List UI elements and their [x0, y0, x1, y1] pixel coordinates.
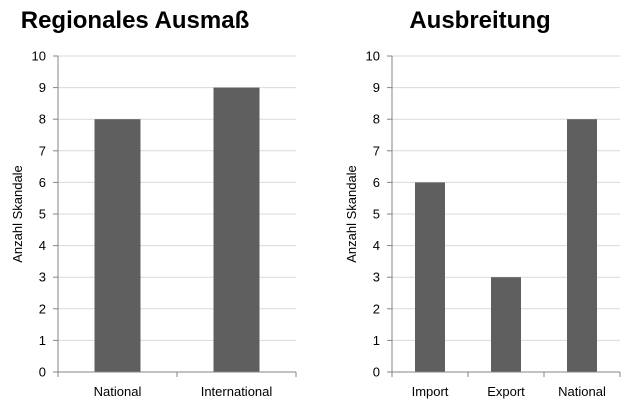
y-tick-label: 0: [373, 365, 380, 380]
gridlines: [58, 55, 296, 341]
y-tick-label: 0: [39, 365, 46, 380]
x-tick-label: Export: [487, 384, 525, 399]
y-tick-label: 3: [373, 270, 380, 285]
chart-regionales-ausmass: Regionales Ausmaß Anzahl Skandale 0 1 2 3 4 5…: [10, 7, 297, 399]
y-tick-label: 8: [39, 112, 46, 127]
x-tick-label: International: [201, 384, 273, 399]
y-tick-label: 4: [39, 238, 46, 253]
chart-title: Regionales Ausmaß: [21, 7, 250, 34]
y-tick-label: 8: [373, 112, 380, 127]
y-tick-label: 7: [39, 143, 46, 158]
chart-title: Ausbreitung: [409, 7, 550, 34]
y-tick-label: 2: [373, 301, 380, 316]
bars: [415, 119, 597, 372]
y-tick-label: 10: [32, 49, 46, 64]
y-tick-label: 1: [39, 333, 46, 348]
y-tick-label: 6: [39, 175, 46, 190]
y-tick-label: 1: [373, 333, 380, 348]
y-tick-label: 10: [366, 49, 380, 64]
bar: [415, 182, 445, 372]
y-axis-label: Anzahl Skandale: [10, 165, 25, 263]
x-tick-label: National: [94, 384, 142, 399]
bar: [213, 87, 260, 372]
x-tick-labels: Import Export National: [412, 384, 606, 399]
y-tick-label: 5: [39, 207, 46, 222]
x-tick-label: National: [558, 384, 606, 399]
axes: [387, 55, 621, 377]
bar: [94, 119, 141, 372]
y-tick-labels: 0 1 2 3 4 5 6 7 8 9 10: [366, 49, 380, 380]
y-tick-label: 2: [39, 301, 46, 316]
bar: [567, 119, 597, 372]
y-tick-label: 6: [373, 175, 380, 190]
y-tick-label: 9: [373, 80, 380, 95]
y-tick-labels: 0 1 2 3 4 5 6 7 8 9 10: [32, 49, 46, 380]
y-tick-label: 7: [373, 143, 380, 158]
y-tick-label: 4: [373, 238, 380, 253]
x-tick-label: Import: [412, 384, 449, 399]
bars: [94, 87, 260, 372]
chart-ausbreitung: Ausbreitung Anzahl Skandale 0 1 2 3 4 5 6 7 8 9 10…: [344, 7, 621, 399]
y-axis-label: Anzahl Skandale: [344, 165, 359, 263]
bar: [491, 277, 521, 372]
y-tick-label: 5: [373, 207, 380, 222]
y-tick-label: 3: [39, 270, 46, 285]
y-tick-label: 9: [39, 80, 46, 95]
x-tick-labels: National International: [94, 384, 273, 399]
axes: [53, 55, 297, 377]
